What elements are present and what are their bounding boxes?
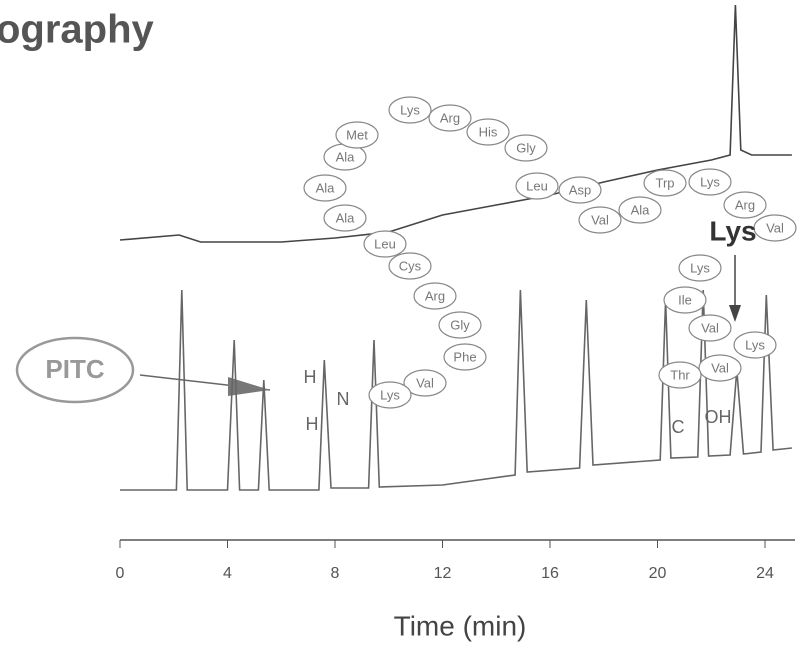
residue-label: Asp [569, 182, 591, 197]
x-tick-label: 24 [756, 565, 774, 582]
residue-circle [723, 191, 767, 219]
residue-circle [403, 369, 447, 397]
residue-label: Val [591, 212, 609, 227]
x-tick-label: 0 [116, 565, 125, 582]
residue-circle [438, 311, 482, 339]
x-axis-label: Time (min) [394, 610, 527, 641]
residue-circle [515, 172, 559, 200]
atom-label: H [304, 367, 317, 387]
residue-circle [428, 104, 472, 132]
residue-circle [323, 204, 367, 232]
residue-circle [678, 254, 722, 282]
arrow-head [228, 377, 270, 396]
residue-label: Ala [631, 202, 651, 217]
residue-circle [388, 252, 432, 280]
residue-label: Ala [336, 210, 356, 225]
residue-circle [578, 206, 622, 234]
atom-label: N [337, 389, 350, 409]
residue-label: Lys [400, 102, 420, 117]
residue-label: Val [416, 375, 434, 390]
residue-circle [443, 343, 487, 371]
residue-circle [688, 168, 732, 196]
residue-circle [698, 354, 742, 382]
residue-label: Ala [316, 180, 336, 195]
residue-circle [368, 381, 412, 409]
x-tick-label: 4 [223, 565, 232, 582]
residue-circle [688, 314, 732, 342]
residue-label: Lys [745, 337, 765, 352]
residue-circle [643, 169, 687, 197]
x-tick-label: 16 [541, 565, 559, 582]
residue-circle [753, 214, 797, 242]
x-tick-label: 8 [331, 565, 340, 582]
atom-label: OH [705, 407, 732, 427]
residue-circle [663, 286, 707, 314]
atom-label: C [672, 417, 685, 437]
arrow-head [729, 305, 741, 322]
atom-label: H [306, 414, 319, 434]
residue-label: Arg [735, 197, 755, 212]
residue-label: Leu [374, 236, 396, 251]
residue-label: Val [711, 360, 729, 375]
residue-circle [303, 174, 347, 202]
residue-label: Lys [700, 174, 720, 189]
residue-label: Met [346, 127, 368, 142]
residue-circle [413, 282, 457, 310]
residue-circle [335, 121, 379, 149]
x-tick-label: 12 [434, 565, 452, 582]
pitc-ellipse [15, 336, 135, 404]
residue-label: Arg [425, 288, 445, 303]
residue-label: Lys [380, 387, 400, 402]
residue-circle [658, 361, 702, 389]
residue-label: Ala [336, 149, 356, 164]
residue-circle [504, 134, 548, 162]
trace [120, 289, 792, 491]
residue-label: Lys [690, 260, 710, 275]
residue-label: Ile [678, 292, 692, 307]
residue-circle [388, 96, 432, 124]
residue-label: Gly [516, 140, 536, 155]
residue-label: Leu [526, 178, 548, 193]
residue-circle [363, 230, 407, 258]
residue-circle [618, 196, 662, 224]
lys-label: Lys [709, 215, 756, 246]
residue-label: Thr [670, 367, 690, 382]
x-tick-label: 20 [649, 565, 667, 582]
residue-label: Cys [399, 258, 422, 273]
residue-label: His [479, 124, 498, 139]
pitc-label: PITC [45, 354, 104, 384]
residue-label: Arg [440, 110, 460, 125]
residue-circle [733, 331, 777, 359]
residue-circle [558, 176, 602, 204]
residue-label: Trp [655, 175, 674, 190]
residue-label: Gly [450, 317, 470, 332]
residue-label: Val [701, 320, 719, 335]
residue-label: Val [766, 220, 784, 235]
residue-circle [466, 118, 510, 146]
residue-label: Phe [453, 349, 476, 364]
chart-title: ography [0, 8, 155, 52]
